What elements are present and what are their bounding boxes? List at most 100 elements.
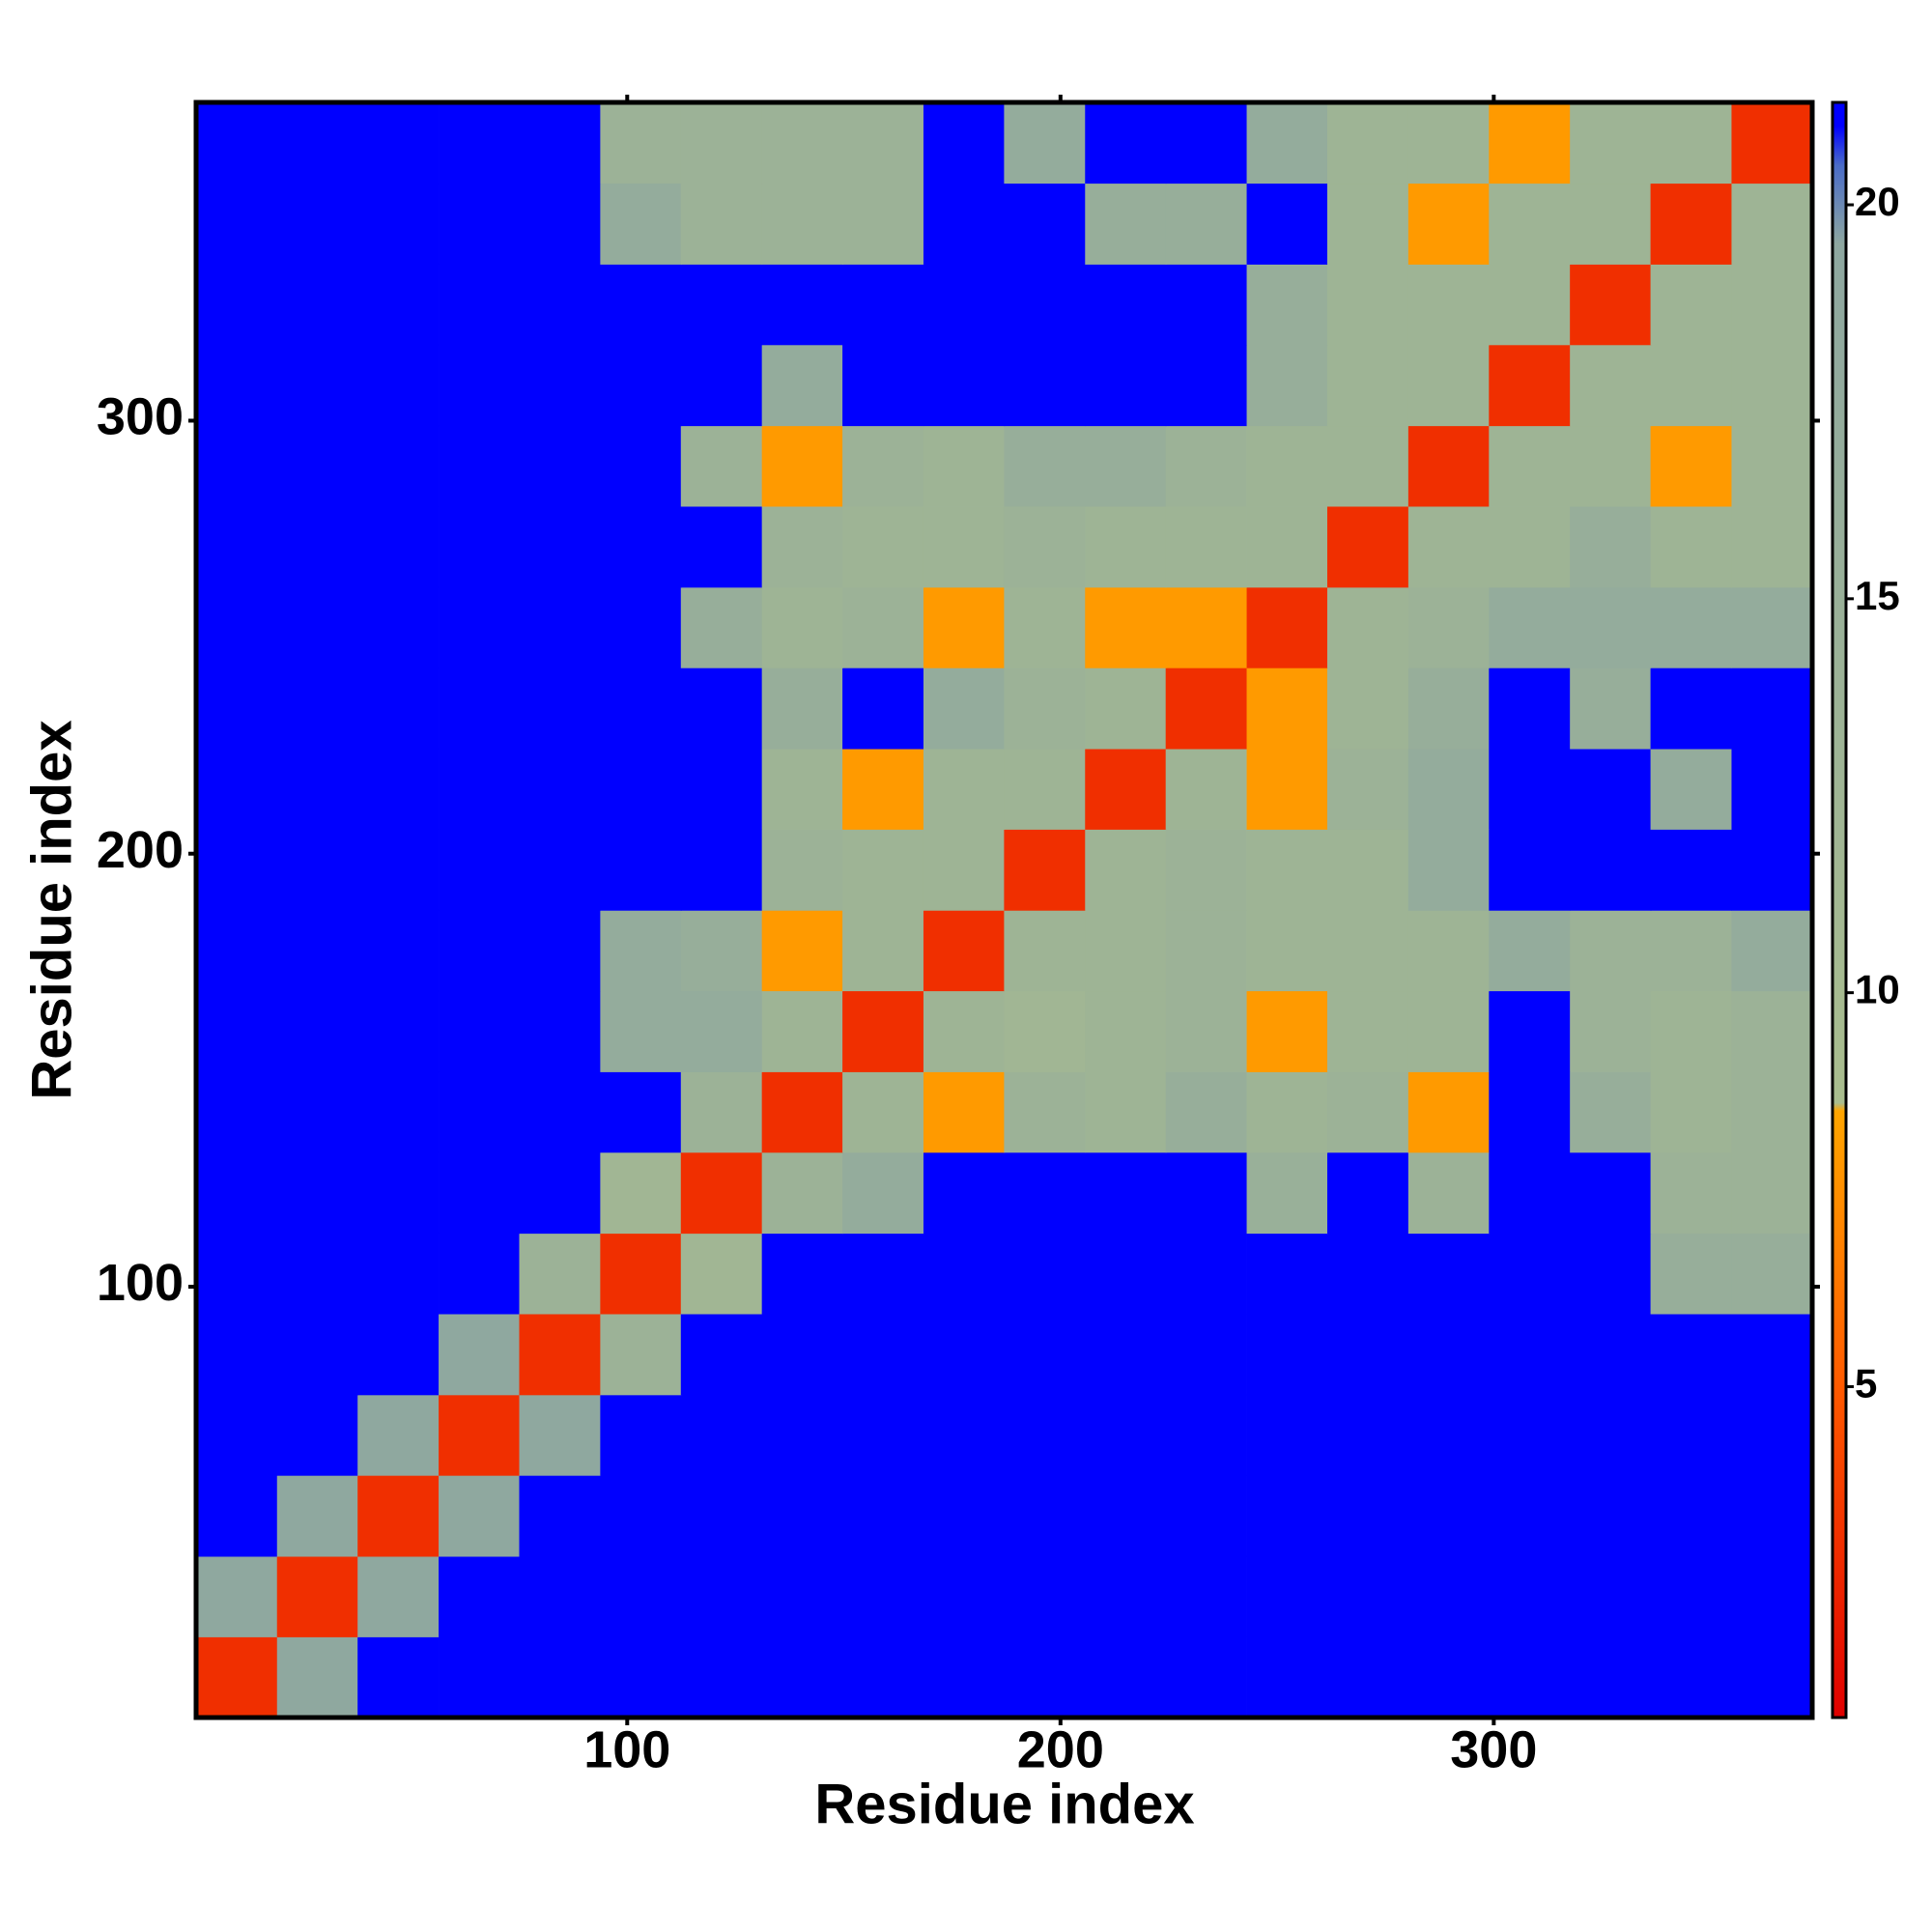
heatmap-cell bbox=[196, 1151, 278, 1235]
heatmap-cell bbox=[761, 1233, 843, 1315]
x-tick-label: 100 bbox=[583, 1720, 670, 1778]
heatmap-cell bbox=[1085, 183, 1167, 265]
heatmap-cell bbox=[276, 1636, 359, 1718]
heatmap-cell bbox=[1085, 1233, 1167, 1315]
heatmap-cell bbox=[276, 1555, 359, 1637]
heatmap-cell bbox=[1004, 506, 1086, 588]
heatmap-cell bbox=[357, 668, 440, 750]
heatmap-cell bbox=[842, 102, 924, 185]
heatmap-cell bbox=[1085, 909, 1167, 992]
heatmap-cell bbox=[1650, 586, 1732, 668]
heatmap-cell bbox=[923, 1394, 1006, 1476]
heatmap-cell bbox=[761, 506, 843, 588]
heatmap-cell bbox=[842, 1233, 924, 1315]
heatmap-cell bbox=[761, 1636, 843, 1718]
heatmap-cell bbox=[1165, 1233, 1247, 1315]
heatmap-cell bbox=[842, 1394, 924, 1476]
heatmap-cell bbox=[519, 668, 601, 750]
heatmap-cell bbox=[519, 183, 601, 265]
heatmap-cell bbox=[923, 344, 1006, 427]
heatmap-cell bbox=[1407, 425, 1491, 507]
heatmap-cell bbox=[1407, 1475, 1491, 1557]
heatmap-cell bbox=[1326, 909, 1409, 992]
heatmap-cell bbox=[761, 1555, 843, 1637]
heatmap-cell bbox=[1326, 1233, 1409, 1315]
heatmap-cell bbox=[196, 183, 278, 265]
heatmap-cell bbox=[761, 344, 843, 427]
heatmap-cell bbox=[923, 102, 1006, 185]
heatmap-cell bbox=[923, 990, 1006, 1072]
heatmap-cell bbox=[357, 748, 440, 830]
heatmap-cell bbox=[1570, 829, 1652, 911]
heatmap-cell bbox=[1246, 909, 1328, 992]
heatmap-cell bbox=[680, 1394, 763, 1476]
heatmap-cell bbox=[519, 1314, 601, 1396]
heatmap-cell bbox=[1407, 1151, 1491, 1235]
heatmap-cell bbox=[1246, 183, 1328, 265]
heatmap-cell bbox=[1489, 668, 1571, 750]
heatmap-cell bbox=[1731, 1151, 1812, 1235]
heatmap-cell bbox=[519, 1233, 601, 1315]
heatmap-cell bbox=[357, 1555, 440, 1637]
heatmap-cell bbox=[1570, 1475, 1652, 1557]
heatmap-cell bbox=[600, 1636, 682, 1718]
heatmap-cell bbox=[1165, 1314, 1247, 1396]
heatmap-cell bbox=[1731, 829, 1812, 911]
heatmap-cell bbox=[842, 909, 924, 992]
heatmap-cell bbox=[680, 1151, 763, 1235]
heatmap-cell bbox=[1004, 668, 1086, 750]
heatmap-cell bbox=[1085, 668, 1167, 750]
heatmap-cell bbox=[1731, 909, 1812, 992]
heatmap-cell bbox=[1650, 1394, 1732, 1476]
heatmap-cell bbox=[519, 586, 601, 668]
heatmap-cell bbox=[1004, 183, 1086, 265]
heatmap-cell bbox=[1246, 1314, 1328, 1396]
heatmap-cell bbox=[1004, 1475, 1086, 1557]
heatmap-cell bbox=[923, 829, 1006, 911]
heatmap-cell bbox=[439, 102, 521, 185]
heatmap-cell bbox=[842, 1555, 924, 1637]
heatmap-cell bbox=[761, 102, 843, 185]
heatmap-cell bbox=[276, 506, 359, 588]
heatmap-cell bbox=[439, 748, 521, 830]
heatmap-cell bbox=[439, 829, 521, 911]
heatmap-cell bbox=[519, 1555, 601, 1637]
heatmap-cell bbox=[1650, 425, 1732, 507]
heatmap-cell bbox=[1326, 1071, 1409, 1153]
heatmap-cell bbox=[1326, 264, 1409, 346]
heatmap-cell bbox=[1650, 829, 1732, 911]
heatmap-cell bbox=[923, 264, 1006, 346]
heatmap-cell bbox=[1246, 1475, 1328, 1557]
heatmap-cell bbox=[1085, 990, 1167, 1072]
heatmap-cell bbox=[680, 829, 763, 911]
heatmap-cell bbox=[439, 344, 521, 427]
heatmap-cell bbox=[842, 586, 924, 668]
heatmap-cell bbox=[196, 1314, 278, 1396]
heatmap-cell bbox=[1731, 1394, 1812, 1476]
heatmap-cell bbox=[357, 1314, 440, 1396]
heatmap-cell bbox=[600, 990, 682, 1072]
heatmap-cell bbox=[196, 102, 278, 185]
heatmap-cell bbox=[196, 1233, 278, 1315]
heatmap-cell bbox=[1731, 748, 1812, 830]
heatmap-cell bbox=[1570, 183, 1652, 265]
heatmap-cell bbox=[842, 1151, 924, 1235]
heatmap-cell bbox=[680, 183, 763, 265]
heatmap-cell bbox=[1085, 506, 1167, 588]
heatmap-cell bbox=[1570, 990, 1652, 1072]
heatmap-cell bbox=[600, 506, 682, 588]
x-axis-title: Residue index bbox=[814, 1773, 1194, 1835]
heatmap-cell bbox=[1489, 102, 1571, 185]
heatmap-cell bbox=[1570, 344, 1652, 427]
heatmap-cell bbox=[1326, 1394, 1409, 1476]
heatmap-cell bbox=[519, 1636, 601, 1718]
heatmap-cell bbox=[1407, 1636, 1491, 1718]
heatmap-cell bbox=[761, 425, 843, 507]
heatmap-cell bbox=[357, 1394, 440, 1476]
heatmap-cell bbox=[276, 586, 359, 668]
heatmap-cell bbox=[357, 909, 440, 992]
heatmap-cell bbox=[1650, 990, 1732, 1072]
heatmap-cell bbox=[1085, 1636, 1167, 1718]
heatmap-cell bbox=[1085, 829, 1167, 911]
heatmap-cell bbox=[1165, 425, 1247, 507]
